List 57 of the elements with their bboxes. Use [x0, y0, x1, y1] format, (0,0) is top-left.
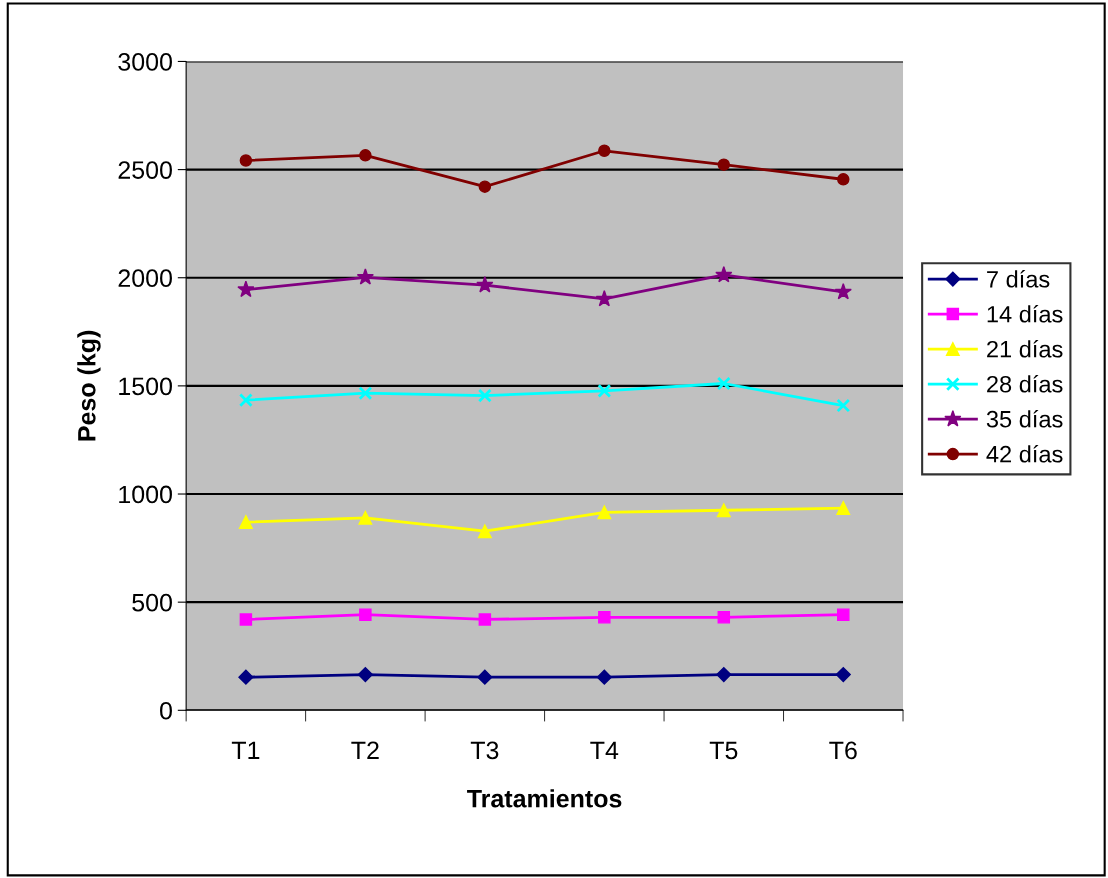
point [237, 280, 255, 298]
point [834, 282, 852, 300]
point [477, 669, 493, 685]
y-tick-label: 1500 [119, 377, 172, 396]
point [359, 608, 372, 621]
point [596, 669, 612, 685]
point [715, 265, 733, 283]
legend-label: 14 días [987, 304, 1063, 323]
point [359, 149, 372, 162]
y-tick-label: 2500 [118, 161, 172, 179]
point [239, 154, 253, 167]
point [717, 611, 731, 624]
x-axis-title: Tratamientos [467, 789, 622, 808]
point [477, 388, 492, 403]
point [477, 524, 492, 539]
point [598, 144, 611, 158]
point [357, 667, 373, 683]
legend-label: 42 días [986, 444, 1063, 463]
point [238, 669, 254, 685]
point [358, 510, 373, 525]
legend-label: 35 días [986, 409, 1063, 428]
point [717, 158, 731, 171]
point [597, 383, 612, 398]
x-tick-label: T1 [231, 741, 260, 759]
y-axis-title: Peso (kg) [77, 330, 101, 441]
x-tick-label: T2 [351, 741, 379, 759]
point [835, 667, 851, 683]
point [716, 503, 731, 518]
y-tick-label: 3000 [118, 53, 172, 71]
point [836, 501, 851, 516]
x-tick-label: T4 [590, 741, 619, 759]
point [836, 398, 851, 413]
point [598, 611, 611, 624]
legend-label: 7 días [987, 269, 1050, 288]
point [716, 667, 732, 683]
y-tick-label: 500 [132, 593, 172, 612]
point [238, 393, 253, 408]
point [358, 386, 373, 401]
point [478, 613, 492, 626]
x-tick-label: T3 [470, 741, 499, 760]
legend-label: 28 días [987, 374, 1063, 393]
point [837, 173, 850, 186]
point [595, 289, 613, 307]
point [239, 613, 253, 626]
point [597, 505, 612, 520]
point [478, 180, 492, 193]
y-tick-label: 0 [160, 701, 172, 720]
y-tick-label: 2000 [118, 269, 172, 288]
point [716, 376, 731, 391]
legend-label: 21 días [987, 339, 1063, 358]
x-tick-label: T6 [829, 741, 857, 760]
y-tick-label: 1000 [119, 485, 172, 504]
point [238, 515, 253, 530]
point [476, 276, 494, 293]
point [837, 608, 850, 621]
x-tick-label: T5 [709, 741, 738, 760]
point [356, 268, 374, 285]
